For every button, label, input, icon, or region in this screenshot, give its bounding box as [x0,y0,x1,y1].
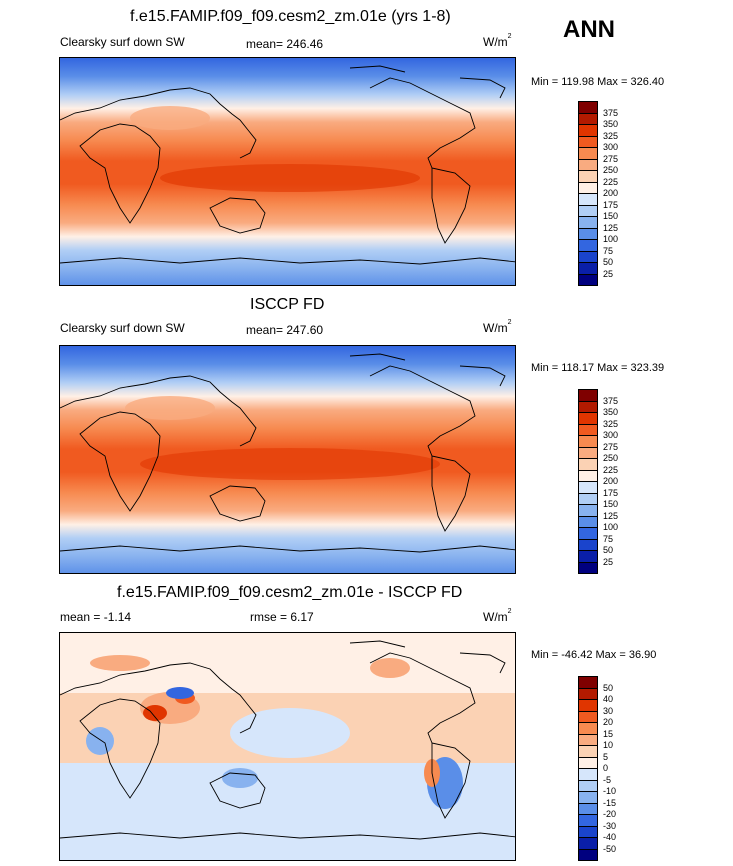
colorbar-label: 75 [603,245,614,256]
colorbar-label: -15 [603,797,617,808]
colorbar-label: 20 [603,717,614,727]
panel1-map [59,57,516,286]
colorbar-label: 375 [603,107,619,118]
colorbar-label: 50 [603,545,614,555]
colorbar-label: 250 [603,453,619,463]
colorbar-label: -5 [603,774,612,785]
panel2-variable: Clearsky surf down SW [60,321,185,335]
panel3-map [59,632,516,861]
panel1-units: W/m2 [483,33,512,49]
colorbar-label: 200 [603,476,619,486]
colorbar-label: 175 [603,199,619,210]
colorbar-label: 125 [603,222,619,233]
panel2-map [59,345,516,574]
colorbar-label: 50 [603,682,614,693]
panel3-title: f.e15.FAMIP.f09_f09.cesm2_zm.01e - ISCCP… [117,584,463,601]
colorbar-label: 175 [603,487,619,498]
colorbar-label: 10 [603,740,614,750]
colorbar-label: 5 [603,751,609,762]
panel2-units: W/m2 [483,319,512,335]
colorbar-label: 225 [603,176,619,187]
panel2-mean: mean= 247.60 [246,323,324,337]
colorbar-label: 200 [603,188,619,198]
colorbar-swatch [578,273,598,286]
colorbar-label: 275 [603,441,619,452]
colorbar-label: 325 [603,130,619,141]
panel3-rmse: rmse = 6.17 [250,610,314,624]
colorbar-label: 300 [603,142,619,152]
colorbar-label: 325 [603,418,619,429]
colorbar-label: 125 [603,510,619,521]
colorbar-label: 150 [603,211,619,221]
colorbar-label: -10 [603,786,617,796]
colorbar-label: -20 [603,809,617,819]
colorbar-label: 300 [603,430,619,440]
colorbar-swatch [578,561,598,574]
colorbar-label: -50 [603,843,617,854]
colorbar-label: 25 [603,268,614,279]
panel1-mean: mean= 246.46 [246,37,324,51]
colorbar-label: 150 [603,499,619,509]
colorbar-label: 50 [603,257,614,267]
colorbar-label: 350 [603,407,619,417]
colorbar-label: -40 [603,832,617,842]
panel1-minmax: Min = 119.98 Max = 326.40 [531,76,665,88]
colorbar-label: -30 [603,820,617,831]
panel2-title: ISCCP FD [250,296,325,313]
colorbar-label: 100 [603,234,619,244]
colorbar-label: 30 [603,705,614,716]
panel3-units: W/m2 [483,608,512,624]
colorbar-label: 225 [603,464,619,475]
panel2-minmax: Min = 118.17 Max = 323.39 [531,362,665,374]
colorbar-label: 350 [603,119,619,129]
panel1-title: f.e15.FAMIP.f09_f09.cesm2_zm.01e (yrs 1-… [130,8,451,25]
season-label: ANN [563,16,615,43]
colorbar-label: 275 [603,153,619,164]
panel3-mean: mean = -1.14 [60,610,132,624]
colorbar-label: 40 [603,694,614,704]
panel1-variable: Clearsky surf down SW [60,35,185,49]
colorbar-label: 0 [603,763,609,773]
colorbar-label: 15 [603,728,614,739]
colorbar-swatch [578,848,598,861]
colorbar-label: 250 [603,165,619,175]
panel3-minmax: Min = -46.42 Max = 36.90 [531,649,657,661]
colorbar-label: 75 [603,533,614,544]
colorbar-label: 25 [603,556,614,567]
colorbar-label: 375 [603,395,619,406]
colorbar-label: 100 [603,522,619,532]
